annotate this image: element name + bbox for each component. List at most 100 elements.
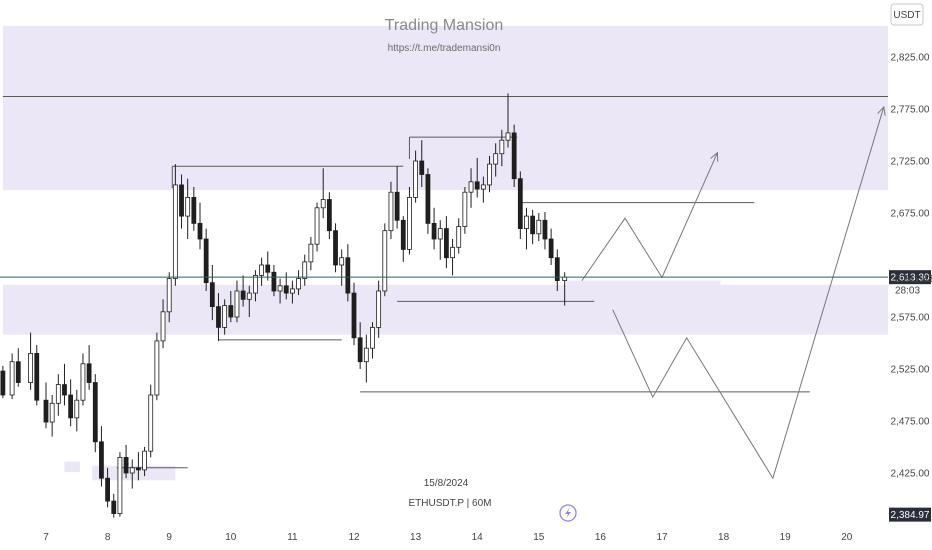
candle-body bbox=[265, 264, 271, 273]
x-tick-label: 18 bbox=[718, 532, 730, 543]
candle-body bbox=[283, 285, 289, 294]
candle-body bbox=[154, 340, 160, 396]
x-tick-label: 15 bbox=[533, 532, 545, 543]
x-tick-label: 8 bbox=[105, 532, 111, 543]
candle-body bbox=[209, 282, 215, 307]
candle-body bbox=[357, 337, 363, 363]
candle-body bbox=[135, 467, 141, 471]
x-tick-label: 7 bbox=[43, 532, 49, 543]
x-tick-label: 19 bbox=[780, 532, 792, 543]
price-badge-label: 2,384.97 bbox=[891, 510, 930, 521]
candle-body bbox=[117, 456, 123, 514]
lightning-icon[interactable] bbox=[559, 504, 577, 522]
candle-body bbox=[530, 215, 536, 235]
x-tick-label: 20 bbox=[841, 532, 853, 543]
candle-body bbox=[246, 292, 252, 300]
candle-body bbox=[554, 257, 560, 282]
zone-upper-supply-zone bbox=[2, 25, 888, 191]
candle-body bbox=[55, 384, 61, 404]
candle-body bbox=[160, 311, 166, 342]
candle-body bbox=[517, 178, 523, 229]
candle-body bbox=[185, 196, 191, 217]
candle-body bbox=[493, 153, 499, 165]
candle-body bbox=[86, 363, 92, 383]
projection-arrowhead bbox=[877, 105, 886, 116]
y-tick-label: 2,775.00 bbox=[891, 105, 930, 116]
y-tick-label: 2,575.00 bbox=[891, 313, 930, 324]
candle-body bbox=[49, 402, 55, 423]
chart-symbol: ETHUSDT.P | 60M bbox=[409, 498, 492, 509]
candle-body bbox=[216, 306, 221, 328]
candle-body bbox=[456, 226, 462, 248]
levels-layer bbox=[2, 96, 888, 469]
candle-body bbox=[129, 467, 135, 474]
candle-body bbox=[499, 139, 505, 155]
y-tick-label: 2,525.00 bbox=[891, 365, 930, 376]
x-tick-label: 9 bbox=[166, 532, 172, 543]
candle-body bbox=[468, 181, 474, 193]
candle-body bbox=[548, 238, 554, 259]
x-tick-label: 17 bbox=[656, 532, 668, 543]
currency-label: USDT bbox=[893, 10, 920, 21]
watermark-subtitle: https://t.me/trademansi0n bbox=[388, 43, 501, 54]
zone-lower-demand-zone bbox=[2, 284, 888, 335]
candle-body bbox=[222, 305, 228, 328]
candle-body bbox=[419, 160, 425, 175]
candle-body bbox=[74, 399, 80, 419]
candle-body bbox=[68, 394, 74, 419]
price-badge-bg bbox=[889, 507, 931, 522]
candle-body bbox=[320, 199, 326, 209]
candle-body bbox=[172, 184, 178, 279]
zone-small-box-15 bbox=[566, 280, 721, 285]
candle-body bbox=[289, 288, 295, 294]
candle-body bbox=[148, 394, 154, 452]
candle-body bbox=[228, 305, 234, 318]
projection-bear-projection bbox=[612, 106, 885, 480]
candle-body bbox=[271, 271, 277, 292]
candle-body bbox=[28, 352, 34, 383]
candle-body bbox=[413, 160, 419, 198]
candle-body bbox=[99, 441, 104, 479]
candle-body bbox=[339, 257, 345, 266]
candle-body bbox=[474, 181, 480, 190]
candle-body bbox=[166, 278, 172, 313]
candle-body bbox=[462, 191, 468, 227]
candle-body bbox=[505, 132, 511, 141]
candle-body bbox=[80, 363, 86, 401]
x-tick-label: 10 bbox=[225, 532, 237, 543]
price-badge-label: 28:03 bbox=[895, 285, 920, 296]
candle-body bbox=[62, 384, 67, 396]
candle-body bbox=[92, 382, 98, 443]
x-axis: 7 8 9 10 11 12 13 14 15 16 17 18 19 20 bbox=[43, 532, 853, 543]
projections-layer bbox=[581, 105, 886, 480]
candle-body bbox=[388, 191, 394, 232]
candle-body bbox=[345, 257, 351, 294]
candle-body bbox=[400, 219, 406, 250]
x-tick-label: 13 bbox=[410, 532, 422, 543]
currency-toggle[interactable]: USDT bbox=[890, 3, 924, 26]
candle-body bbox=[203, 238, 209, 284]
price-badge-label: 2,611.83 bbox=[895, 274, 932, 285]
price-badge-bg bbox=[889, 270, 931, 285]
candle-body bbox=[191, 196, 197, 224]
candle-body bbox=[333, 230, 338, 266]
candle-body bbox=[370, 326, 375, 349]
y-tick-label: 2,475.00 bbox=[891, 417, 930, 428]
candle-body bbox=[431, 222, 437, 240]
price-badge-label: 2,613.30 bbox=[891, 273, 930, 284]
x-tick-label: 12 bbox=[348, 532, 360, 543]
candle-body bbox=[234, 290, 240, 318]
candle-body bbox=[34, 352, 40, 401]
candle-body bbox=[9, 361, 15, 396]
candle-body bbox=[314, 207, 320, 245]
candle-body bbox=[511, 132, 517, 180]
candle-body bbox=[407, 196, 412, 250]
x-tick-label: 16 bbox=[595, 532, 607, 543]
watermark-title: Trading Mansion bbox=[385, 17, 504, 34]
y-tick-label: 2,675.00 bbox=[891, 209, 930, 220]
x-tick-label: 11 bbox=[287, 532, 298, 543]
candle-body bbox=[382, 230, 388, 292]
candle-body bbox=[480, 184, 486, 190]
